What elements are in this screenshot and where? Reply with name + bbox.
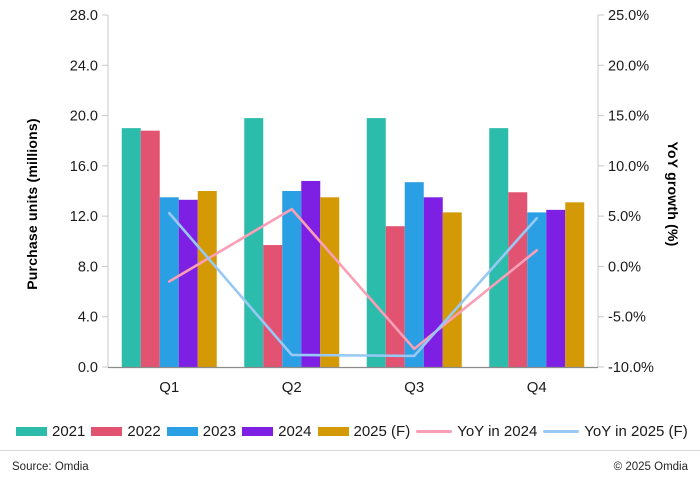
y2-axis-tick-label: 25.0% — [608, 8, 649, 24]
legend-line-swatch-icon — [416, 429, 453, 433]
y2-axis-tick-label: 5.0% — [608, 209, 641, 225]
legend-item-2021: 2021 — [16, 423, 85, 440]
legend-label: 2023 — [202, 422, 237, 440]
y-axis-title: Purchase units (millions) — [24, 118, 40, 290]
bar-2021-Q3 — [366, 118, 386, 367]
legend-label: 2025 (F) — [353, 422, 411, 440]
chart-canvas: 0.0 4.0 8.0 12.0 16.0 20.0 24.0 28.0 -10.0% -5.0%… — [70, 8, 654, 396]
legend-item-2023: 2023 — [166, 422, 237, 440]
x-axis-tick-label: Q1 — [159, 379, 179, 396]
y-axis-tick-label: 20.0 — [70, 109, 98, 125]
y2-axis-tick-label: 10.0% — [608, 159, 649, 175]
footer-divider — [0, 450, 700, 451]
bar-2022-Q3 — [385, 226, 405, 367]
legend: 2021 2022 2023 2024 2025 (F) YoY in 2024 YoY i… — [0, 412, 700, 450]
line-yoy-in-2025--f- — [167, 211, 539, 358]
bar-2023-Q3 — [404, 182, 424, 367]
bar-2024-Q2 — [301, 180, 321, 367]
bar-2022-Q4 — [508, 192, 528, 367]
legend-label: YoY in 2025 (F) — [584, 422, 688, 440]
x-axis-tick-label: Q2 — [282, 379, 302, 396]
y2-axis-tick-label: 15.0% — [608, 109, 649, 125]
y-axis-tick-label: 8.0 — [78, 259, 98, 275]
y2-axis-tick-label: 0.0% — [608, 259, 641, 275]
y-axis-tick-label: 24.0 — [70, 58, 98, 74]
bar-2024-Q4 — [546, 209, 566, 367]
bar-2024-Q1 — [178, 199, 198, 367]
bar-2023-Q4 — [527, 212, 547, 367]
footer: Source: Omdia © 2025 Omdia — [0, 456, 700, 478]
bar-2023-Q2 — [282, 191, 302, 367]
bar-2022-Q1 — [140, 130, 160, 367]
x-axis-tick-label: Q3 — [404, 379, 424, 396]
legend-item-yoy-in-2024: YoY in 2024 — [416, 423, 537, 440]
legend-swatch-icon — [242, 426, 274, 436]
legend-label: 2022 — [127, 422, 161, 440]
y-axis-tick-label: 12.0 — [70, 209, 98, 225]
bar-2025F-Q2 — [320, 197, 340, 367]
y-axis-tick-label: 16.0 — [70, 159, 98, 175]
bar-2025F-Q4 — [565, 202, 585, 367]
legend-item-2024: 2024 — [242, 422, 312, 440]
bar-2025F-Q3 — [442, 212, 462, 367]
y-axis-tick-label: 28.0 — [70, 8, 98, 24]
legend-label: 2021 — [52, 422, 86, 440]
y-axis-tick-label: 4.0 — [78, 310, 98, 326]
legend-swatch-icon — [91, 426, 123, 436]
y2-axis-tick-label: -5.0% — [608, 310, 646, 326]
y2-axis-title: YoY growth (%) — [665, 141, 681, 247]
legend-swatch-icon — [317, 426, 349, 436]
x-axis-tick-label: Q4 — [527, 379, 547, 396]
legend-item-2022: 2022 — [91, 422, 161, 440]
source-note: Source: Omdia — [12, 461, 89, 473]
legend-item-2025--f-: 2025 (F) — [317, 422, 411, 440]
legend-item-yoy-in-2025--f-: YoY in 2025 (F) — [543, 422, 688, 440]
bar-2022-Q2 — [263, 245, 283, 367]
legend-label: 2024 — [278, 422, 312, 440]
copyright-note: © 2025 Omdia — [613, 461, 688, 473]
bar-2021-Q2 — [244, 118, 264, 367]
bar-2021-Q4 — [489, 128, 509, 367]
legend-label: YoY in 2024 — [457, 422, 538, 440]
line-yoy-in-2024 — [167, 207, 539, 351]
bar-2025F-Q1 — [197, 191, 217, 367]
bar-2021-Q1 — [121, 128, 141, 367]
y2-axis-tick-label: -10.0% — [608, 360, 654, 376]
legend-swatch-icon — [166, 426, 198, 436]
legend-line-swatch-icon — [543, 429, 580, 433]
y-axis-tick-label: 0.0 — [78, 360, 98, 376]
bar-2024-Q3 — [423, 197, 443, 367]
legend-swatch-icon — [16, 426, 47, 436]
y2-axis-tick-label: 20.0% — [608, 58, 649, 74]
